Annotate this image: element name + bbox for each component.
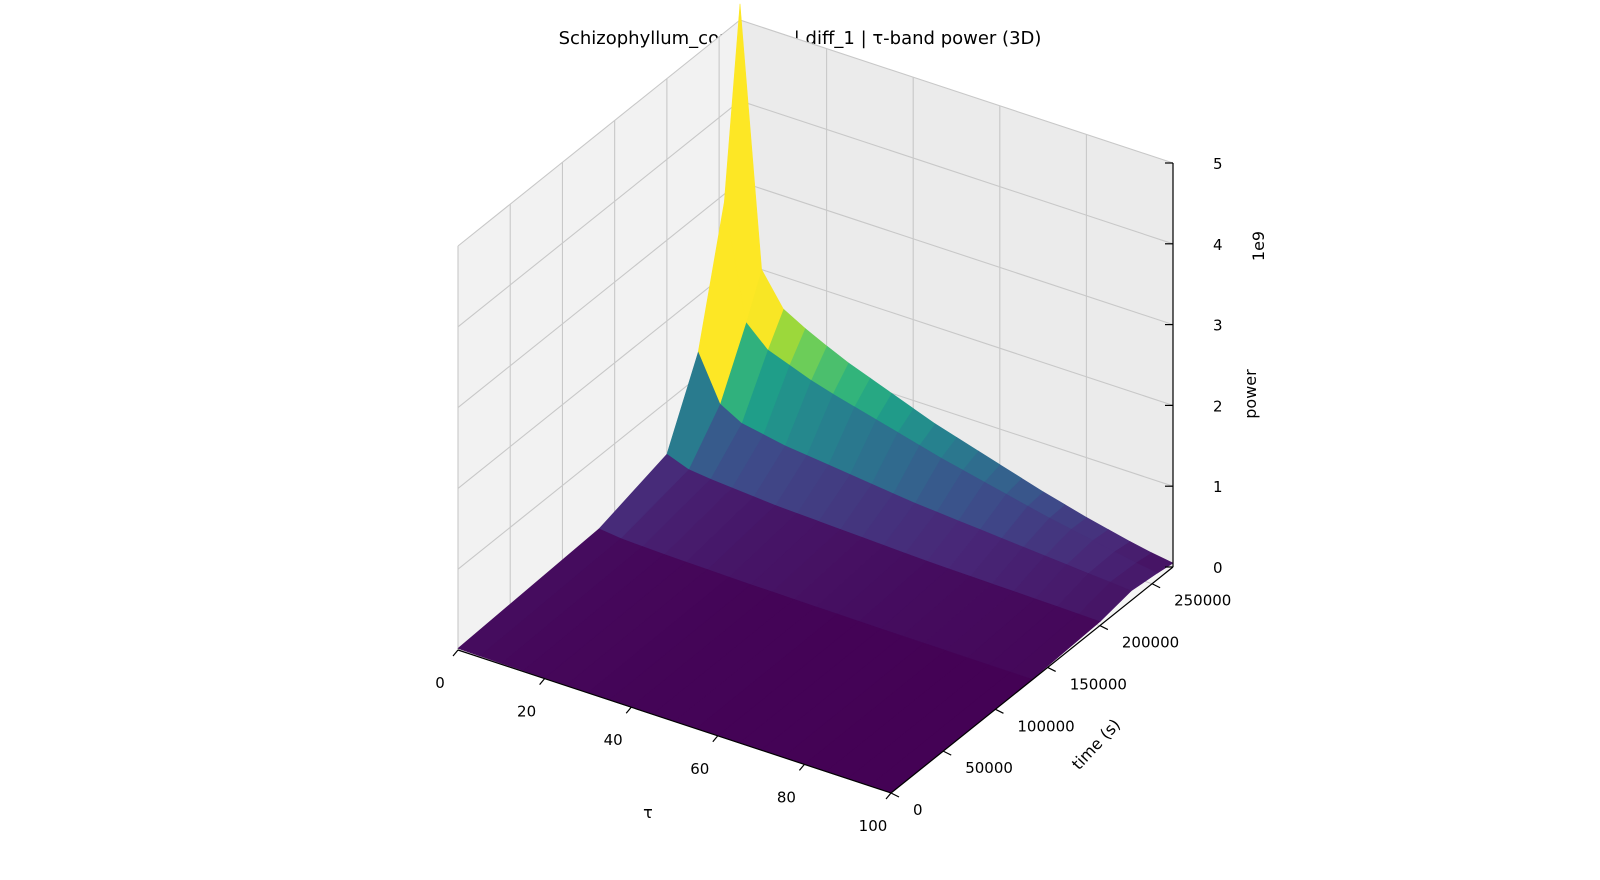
y-tick: [995, 708, 1004, 714]
tick-labels: 0204060801000500001000001500002000002500…: [435, 155, 1231, 835]
x-tick: [885, 792, 892, 800]
z-tick-label: 4: [1213, 236, 1223, 254]
gridline-z: [457, 100, 741, 328]
x-tick-label: 0: [435, 674, 445, 692]
x-tick: [539, 678, 546, 685]
left-pane: [458, 20, 740, 650]
y-tick-label: 0: [913, 801, 923, 819]
x-tick-label: 20: [517, 703, 536, 721]
surface-plot: [457, 3, 1174, 794]
x-tick-label: 40: [604, 731, 623, 749]
y-tick: [890, 792, 900, 798]
axes-lines: [452, 162, 1174, 800]
gridline-z: [457, 261, 741, 489]
x-tick-label: 100: [859, 817, 888, 835]
y-tick-label: 100000: [1017, 717, 1074, 735]
y-tick-label: 50000: [965, 759, 1013, 777]
x-tick: [798, 764, 805, 771]
z-axis-label: power: [1241, 369, 1260, 419]
z-tick-label: 2: [1213, 397, 1223, 415]
x-tick: [712, 735, 719, 743]
x-tick: [452, 649, 459, 657]
z-tick-label: 3: [1213, 317, 1223, 335]
chart-title: Schizophyllum_commune | diff_1 | τ-band …: [559, 28, 1042, 49]
x-axis-line: [457, 649, 892, 794]
gridline-z: [739, 261, 1174, 406]
y-tick-label: 250000: [1174, 592, 1231, 610]
gridline-z: [739, 19, 1174, 164]
y-tick: [1047, 666, 1056, 672]
y-tick: [942, 750, 952, 756]
y-tick-label: 150000: [1070, 675, 1127, 693]
gridline-z: [739, 181, 1174, 326]
y-axis-line: [890, 566, 1174, 794]
z-tick-label: 1: [1213, 478, 1223, 496]
gridline-z: [457, 19, 741, 247]
x-tick: [625, 706, 632, 714]
y-tick-label: 200000: [1122, 634, 1179, 652]
x-axis-label: τ: [643, 803, 653, 822]
x-tick-label: 60: [690, 760, 709, 778]
gridline-z: [739, 100, 1174, 245]
z-tick-label: 5: [1213, 155, 1223, 173]
y-tick: [1151, 583, 1161, 589]
gridline-z: [457, 181, 741, 409]
z-offset-label: 1e9: [1249, 231, 1268, 261]
y-tick: [1099, 625, 1109, 631]
x-tick-label: 80: [777, 788, 796, 806]
surface-patch: [457, 528, 622, 657]
z-tick-label: 0: [1213, 559, 1223, 577]
y-axis-label: time (s): [1068, 715, 1124, 773]
